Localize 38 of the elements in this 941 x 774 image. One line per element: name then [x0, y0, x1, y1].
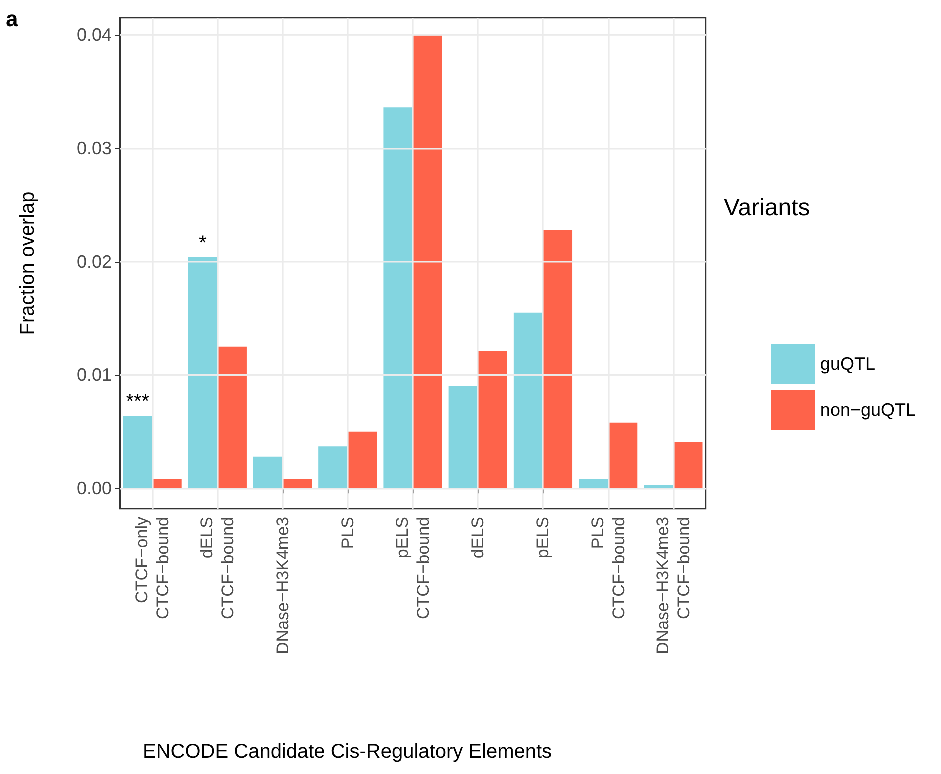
bar: [673, 442, 703, 489]
y-tick-label: 0.01: [76, 365, 112, 386]
x-axis-title: ENCODE Candidate Cis-Regulatory Elements: [143, 741, 552, 763]
annotation: ***: [126, 391, 150, 414]
bar: [543, 230, 573, 489]
legend-label: non−guQTL: [820, 400, 916, 420]
x-tick-label: DNase−H3K4me3 CTCF−bound: [653, 517, 694, 654]
annotation: *: [199, 232, 208, 254]
bar: [253, 456, 283, 489]
x-tick-label: pELS: [534, 517, 553, 559]
legend-title: Variants: [724, 194, 810, 222]
x-tick-label: DNase−H3K4me3: [273, 517, 292, 654]
bar: [188, 257, 218, 489]
bar: [318, 446, 348, 489]
x-tick-label: dELS: [468, 517, 488, 559]
bar: [413, 35, 442, 489]
y-tick-label: 0.00: [76, 478, 112, 499]
bar: [478, 351, 508, 489]
y-tick-label: 0.04: [76, 25, 112, 46]
bar: [282, 480, 312, 489]
x-tick-label: dELS CTCF−bound: [198, 517, 238, 620]
bar: [448, 386, 478, 489]
y-axis-title: Fraction overlap: [17, 192, 39, 336]
bar: [348, 432, 378, 489]
y-tick-label: 0.03: [76, 138, 112, 158]
bar: [579, 480, 608, 489]
bar: [514, 312, 544, 489]
bar: [218, 346, 247, 489]
y-tick-label: 0.02: [76, 252, 112, 272]
bar: [384, 108, 413, 489]
x-tick-label: PLS: [338, 517, 358, 550]
text: a: [6, 6, 19, 32]
legend-label: guQTL: [820, 354, 876, 374]
x-tick-label: CTCF−only CTCF−bound: [132, 516, 173, 620]
bar: [152, 480, 182, 489]
x-tick-label: pELS CTCF−bound: [393, 517, 433, 620]
bar: [123, 416, 153, 489]
bar: [608, 422, 638, 489]
